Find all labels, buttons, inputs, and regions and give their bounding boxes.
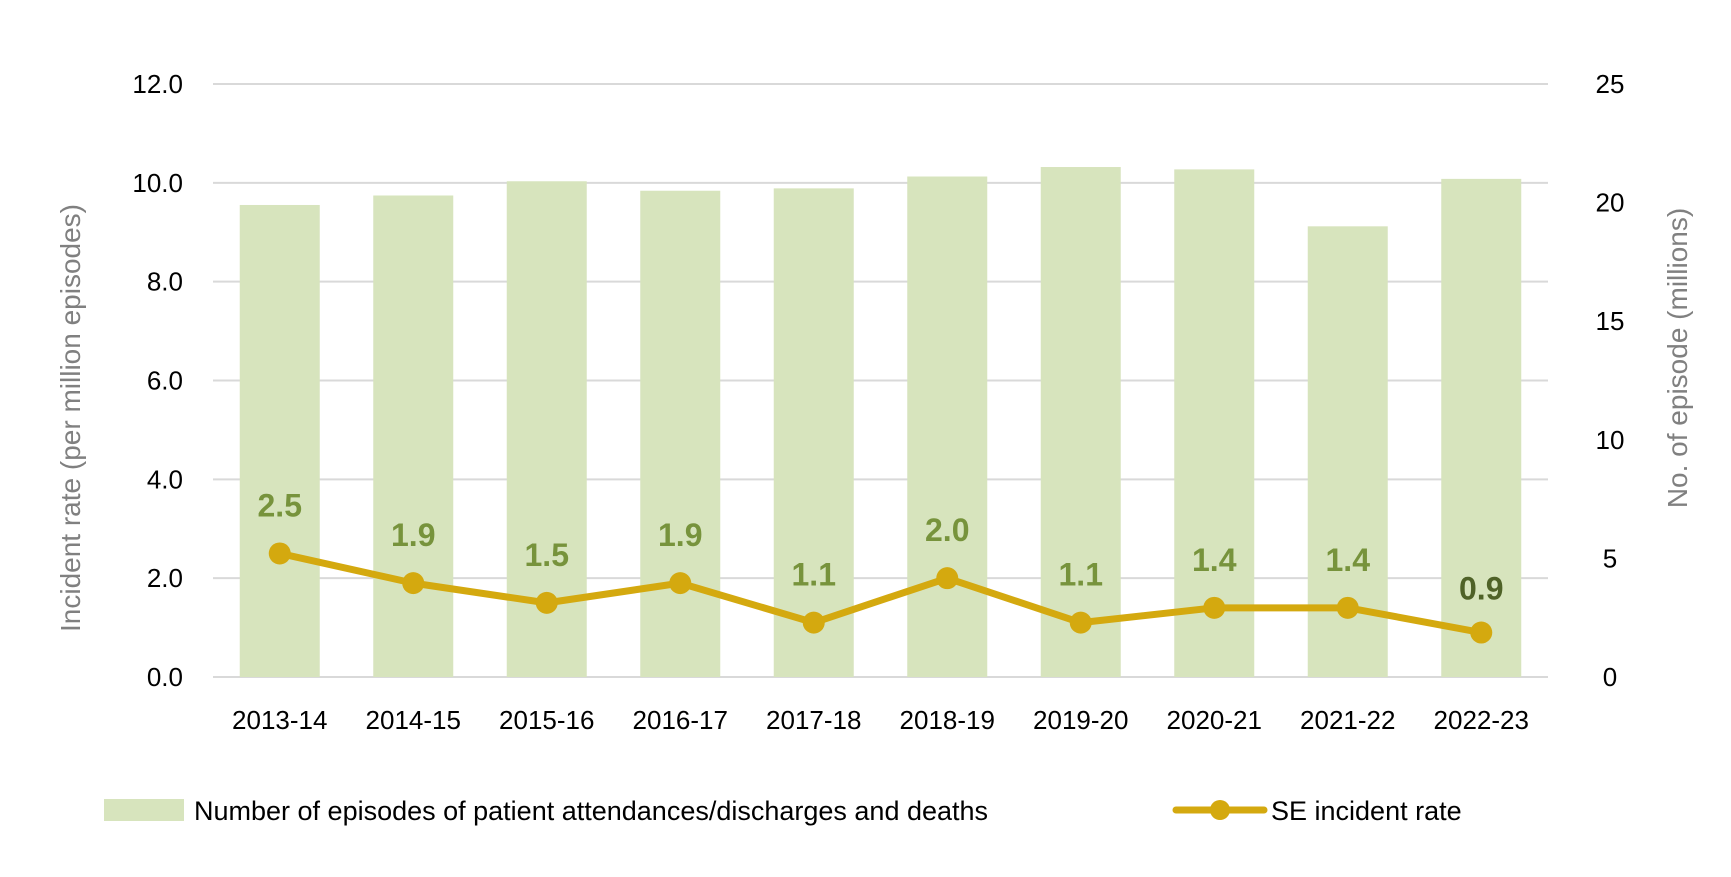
x-tick-label: 2013-14 <box>232 705 327 735</box>
data-label: 1.4 <box>1192 542 1237 578</box>
x-tick-label: 2018-19 <box>900 705 995 735</box>
left-tick-label: 4.0 <box>147 464 183 494</box>
incident-rate-point <box>402 572 425 595</box>
legend-bar-label: Number of episodes of patient attendance… <box>194 796 988 826</box>
right-tick-label: 20 <box>1596 188 1625 218</box>
data-label: 1.1 <box>792 557 836 593</box>
incident-rate-point <box>669 572 692 595</box>
incident-rate-point <box>802 611 825 634</box>
data-label: 1.5 <box>525 537 569 573</box>
x-tick-label: 2019-20 <box>1033 705 1128 735</box>
episode-bar <box>373 195 454 677</box>
incident-rate-point <box>1203 596 1226 619</box>
incident-rate-point <box>936 567 959 590</box>
right-tick-label: 15 <box>1596 306 1625 336</box>
data-label: 1.9 <box>658 517 702 553</box>
legend: Number of episodes of patient attendance… <box>104 796 1462 826</box>
episode-bar <box>1441 178 1522 677</box>
data-label: 0.9 <box>1459 571 1503 607</box>
left-tick-label: 8.0 <box>147 267 183 297</box>
episode-bar <box>773 188 854 678</box>
x-tick-label: 2017-18 <box>766 705 861 735</box>
episode-bar <box>239 204 320 678</box>
right-tick-label: 25 <box>1596 69 1625 99</box>
left-tick-label: 0.0 <box>147 662 183 692</box>
line-series <box>268 542 1493 644</box>
x-tick-label: 2020-21 <box>1167 705 1262 735</box>
data-labels: 2.5 1.9 1.5 1.9 1.1 2.0 1.1 1.4 1.4 0.9 <box>258 487 1504 606</box>
left-axis-ticks: 0.0 2.0 4.0 6.0 8.0 10.0 12.0 <box>132 69 183 692</box>
data-label: 2.5 <box>258 487 302 523</box>
incident-rate-point <box>268 542 291 565</box>
left-tick-label: 12.0 <box>132 69 183 99</box>
data-label: 1.9 <box>391 517 435 553</box>
episode-bar <box>1174 169 1255 677</box>
left-tick-label: 10.0 <box>132 168 183 198</box>
x-tick-label: 2021-22 <box>1300 705 1395 735</box>
x-tick-label: 2015-16 <box>499 705 594 735</box>
left-axis-title: Incident rate (per million episodes) <box>55 204 86 632</box>
incident-rate-point <box>535 591 558 614</box>
left-tick-label: 2.0 <box>147 563 183 593</box>
left-tick-label: 6.0 <box>147 366 183 396</box>
incident-rate-point <box>1336 596 1359 619</box>
data-label: 2.0 <box>925 512 969 548</box>
x-tick-label: 2022-23 <box>1434 705 1529 735</box>
right-tick-label: 0 <box>1603 662 1617 692</box>
episode-bar <box>907 176 988 677</box>
legend-line-marker <box>1210 800 1230 820</box>
x-tick-label: 2014-15 <box>366 705 461 735</box>
incident-rate-line <box>276 549 1485 637</box>
legend-bar-swatch <box>104 799 184 821</box>
data-label: 1.4 <box>1326 542 1371 578</box>
right-axis-title: No. of episode (millions) <box>1662 208 1693 508</box>
incident-rate-point <box>1069 611 1092 634</box>
data-label: 1.1 <box>1059 557 1103 593</box>
x-axis-ticks: 2013-14 2014-15 2015-16 2016-17 2017-18 2018-… <box>232 705 1529 735</box>
x-tick-label: 2016-17 <box>633 705 728 735</box>
bar-series <box>239 167 1522 678</box>
legend-line-label: SE incident rate <box>1271 796 1462 826</box>
episode-bar <box>1040 167 1121 677</box>
episode-bar <box>640 190 721 678</box>
right-tick-label: 5 <box>1603 543 1617 573</box>
right-tick-label: 10 <box>1596 425 1625 455</box>
right-axis-ticks: 0 5 10 15 20 25 <box>1596 69 1625 692</box>
incident-rate-point <box>1470 621 1493 644</box>
